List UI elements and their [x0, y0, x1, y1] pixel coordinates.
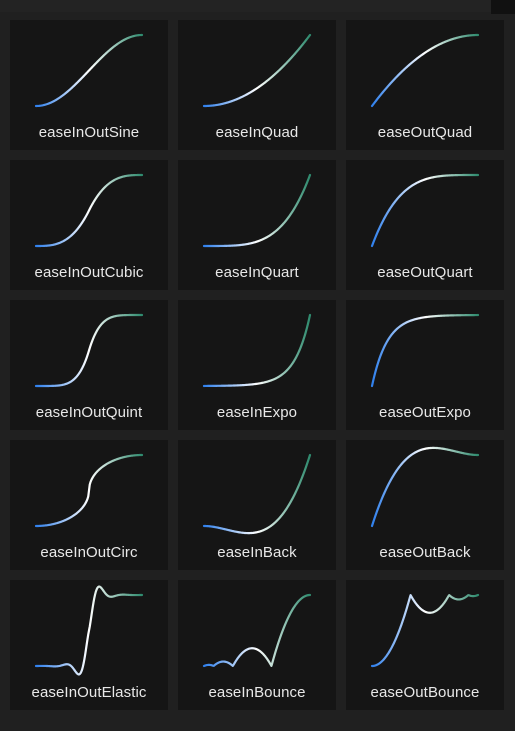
- easing-label: easeInOutCubic: [34, 264, 144, 281]
- easing-curve-line: [34, 313, 144, 388]
- easing-curve-graph: [34, 173, 144, 248]
- easing-label: easeOutBounce: [370, 684, 480, 701]
- easing-curve-line: [202, 593, 312, 668]
- easing-card[interactable]: easeInQuart: [178, 160, 336, 290]
- easing-curve-line: [34, 585, 144, 676]
- easing-label: easeInQuad: [215, 124, 299, 141]
- easing-label: easeInOutSine: [38, 124, 140, 141]
- easing-curve-graph: [202, 593, 312, 668]
- easing-curve-line: [370, 593, 480, 668]
- window-corner-control: [491, 0, 515, 14]
- easing-card[interactable]: easeInQuad: [178, 20, 336, 150]
- easing-label: easeInOutCirc: [40, 544, 138, 561]
- easing-curve-line: [370, 446, 480, 528]
- easing-curve-graph: [202, 453, 312, 535]
- window-top-strip: [0, 0, 515, 12]
- easing-card[interactable]: easeInBounce: [178, 580, 336, 710]
- easing-curve-line: [370, 313, 480, 388]
- easing-card[interactable]: easeOutExpo: [346, 300, 504, 430]
- easing-card[interactable]: easeInOutCubic: [10, 160, 168, 290]
- easing-curve-graph: [370, 446, 480, 528]
- easing-curve-graph: [370, 313, 480, 388]
- easing-curve-line: [202, 33, 312, 108]
- easing-label: easeOutQuad: [377, 124, 473, 141]
- easing-label: easeInOutQuint: [35, 404, 143, 421]
- easing-card[interactable]: easeInOutQuint: [10, 300, 168, 430]
- easing-curve-line: [202, 313, 312, 388]
- easing-curve-line: [34, 453, 144, 528]
- easing-label: easeInOutElastic: [31, 684, 147, 701]
- easing-curve-line: [202, 173, 312, 248]
- easing-curve-graph: [34, 313, 144, 388]
- easing-label: easeOutBack: [379, 544, 471, 561]
- easing-curve-line: [34, 173, 144, 248]
- easing-card[interactable]: easeInOutCirc: [10, 440, 168, 570]
- easing-card[interactable]: easeInExpo: [178, 300, 336, 430]
- easing-label: easeInQuart: [215, 264, 299, 281]
- easing-card[interactable]: easeOutBack: [346, 440, 504, 570]
- easing-curve-graph: [34, 585, 144, 676]
- easing-label: easeOutQuart: [377, 264, 473, 281]
- easing-label: easeInBack: [217, 544, 297, 561]
- easing-curve-graph: [34, 33, 144, 108]
- easing-card[interactable]: easeOutQuart: [346, 160, 504, 290]
- easing-curve-graph: [370, 173, 480, 248]
- easing-curve-line: [370, 173, 480, 248]
- easing-curve-graph: [370, 33, 480, 108]
- easing-curve-line: [34, 33, 144, 108]
- easing-card[interactable]: easeInOutSine: [10, 20, 168, 150]
- easing-card[interactable]: easeOutQuad: [346, 20, 504, 150]
- easing-label: easeInExpo: [216, 404, 298, 421]
- easing-label: easeInBounce: [208, 684, 306, 701]
- easing-curve-graph: [370, 593, 480, 668]
- easing-curve-line: [202, 453, 312, 535]
- easing-curve-graph: [34, 453, 144, 528]
- easing-curve-graph: [202, 33, 312, 108]
- easing-label: easeOutExpo: [379, 404, 471, 421]
- easing-card[interactable]: easeInOutElastic: [10, 580, 168, 710]
- easing-card[interactable]: easeOutBounce: [346, 580, 504, 710]
- easing-curve-line: [370, 33, 480, 108]
- easing-curve-graph: [202, 173, 312, 248]
- easing-card[interactable]: easeInBack: [178, 440, 336, 570]
- easing-curve-graph: [202, 313, 312, 388]
